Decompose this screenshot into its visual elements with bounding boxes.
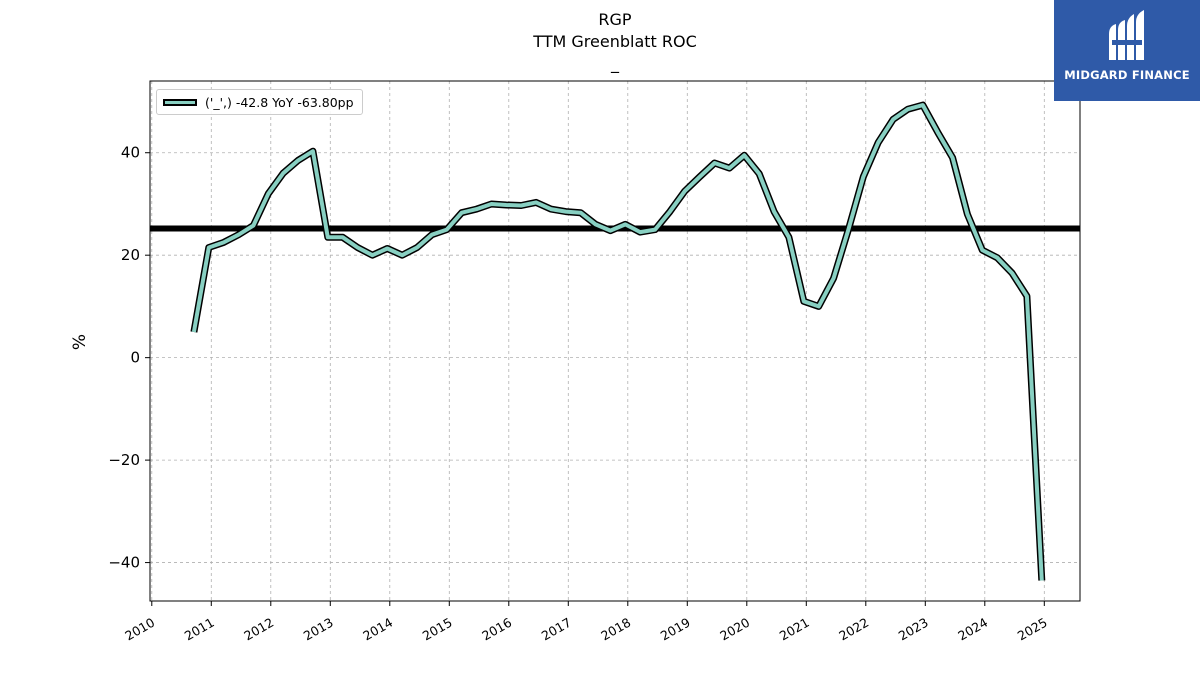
chart-title-subtitle: _: [611, 54, 619, 73]
chart-title-ticker: RGP: [598, 10, 632, 29]
x-tick-label: 2012: [241, 615, 276, 644]
x-tick-label: 2025: [1015, 615, 1050, 644]
x-tick-label: 2024: [955, 615, 990, 644]
y-tick-label: −20: [108, 451, 140, 469]
x-tick-label: 2011: [182, 615, 217, 644]
x-tick-label: 2020: [717, 615, 752, 644]
series-line: [191, 103, 1044, 581]
y-tick-label: 40: [121, 144, 140, 162]
x-tick-label: 2017: [539, 615, 574, 644]
x-tick-label: 2016: [479, 615, 514, 644]
midgard-finance-logo: MIDGARD FINANCE: [1054, 0, 1200, 101]
chart-title-metric: TTM Greenblatt ROC: [533, 32, 697, 51]
series-layer: [190, 101, 1046, 581]
x-tick-label: 2023: [896, 615, 931, 644]
x-tick-label: 2021: [777, 615, 812, 644]
x-axis: 2010 2011 2012 2013 2014 2015 2016 2017 2018 2019…: [122, 601, 1050, 644]
logo-text: MIDGARD FINANCE: [1064, 68, 1190, 82]
series-line-outline: [190, 101, 1046, 581]
x-tick-label: 2018: [598, 615, 633, 644]
x-tick-label: 2010: [122, 615, 157, 644]
y-tick-label: 0: [130, 349, 140, 367]
y-axis-label: %: [70, 333, 90, 351]
logo-mark-icon: [1109, 10, 1144, 60]
y-axis: −40 −20 0 20 40: [108, 144, 150, 572]
x-tick-label: 2022: [836, 615, 871, 644]
legend-swatch: [163, 98, 197, 106]
x-tick-label: 2015: [420, 615, 455, 644]
x-tick-label: 2014: [360, 615, 395, 644]
y-tick-label: 20: [121, 246, 140, 264]
grid-lines: [150, 81, 1080, 601]
plot-area-frame: [149, 80, 1081, 602]
x-tick-label: 2013: [301, 615, 336, 644]
y-tick-label: −40: [108, 554, 140, 572]
x-tick-label: 2019: [658, 615, 693, 644]
legend: ('_',) -42.8 YoY -63.80pp: [156, 89, 363, 115]
legend-label: ('_',) -42.8 YoY -63.80pp: [205, 94, 354, 110]
